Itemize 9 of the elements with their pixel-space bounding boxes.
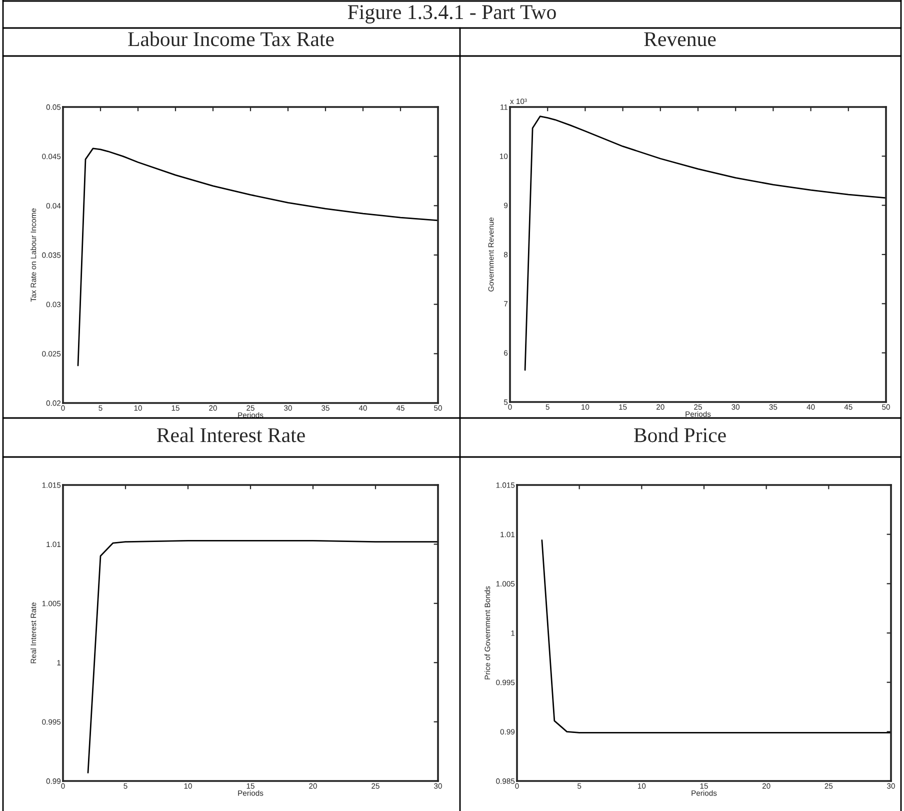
chart-title: Revenue bbox=[644, 32, 716, 46]
line-series bbox=[524, 116, 886, 371]
line-series bbox=[87, 540, 438, 774]
caption: Figure 1.3.4.1 - Part Two bbox=[348, 5, 556, 24]
chart-title: Bond Price bbox=[634, 428, 726, 442]
line-series bbox=[77, 148, 438, 366]
line-series bbox=[541, 540, 891, 734]
chart-title: Labour Income Tax Rate bbox=[128, 32, 334, 46]
chart-title: Real Interest Rate bbox=[156, 428, 305, 442]
